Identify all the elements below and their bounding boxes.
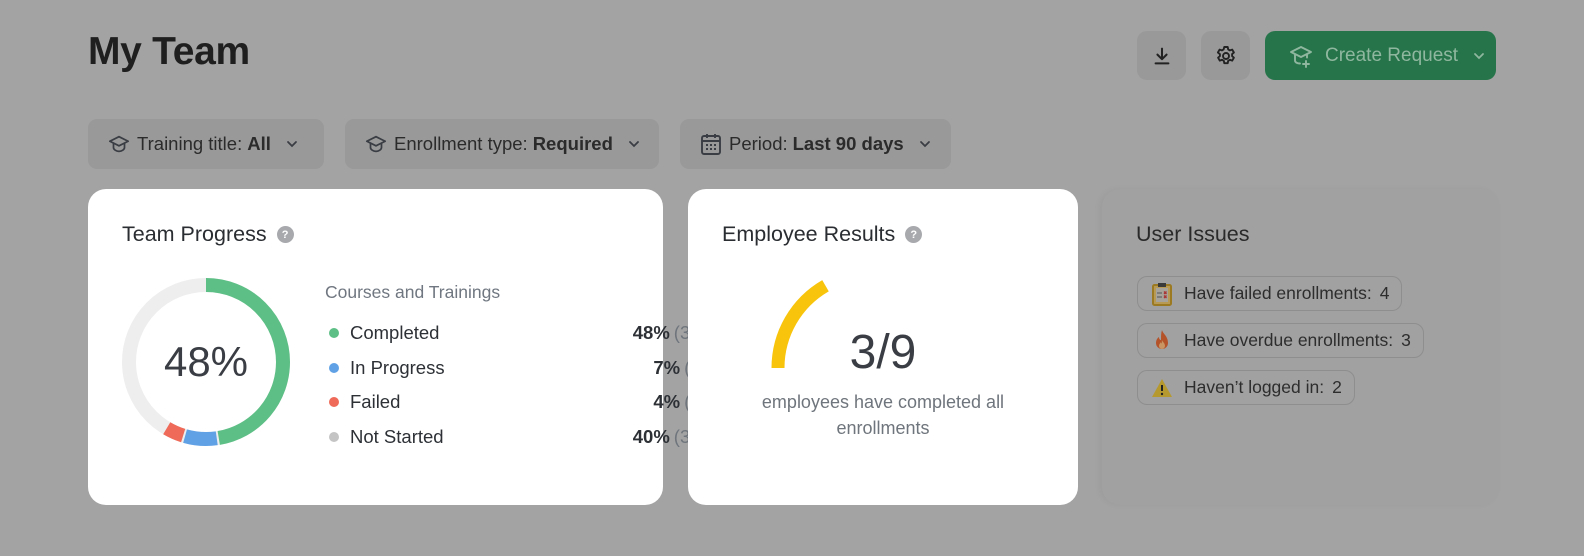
issue-label: Have failed enrollments:	[1184, 283, 1372, 303]
fire-icon	[1150, 329, 1174, 353]
employee-results-gauge	[771, 280, 829, 369]
failed-dot-icon	[329, 397, 339, 408]
download-button[interactable]	[1137, 31, 1186, 80]
help-icon[interactable]: ?	[905, 226, 923, 243]
chevron-down-icon	[918, 137, 932, 151]
chevron-down-icon	[627, 137, 641, 151]
issue-failed-enrollments[interactable]: Have failed enrollments: 4	[1137, 276, 1403, 311]
legend-item-not-started: Not Started 40% (301)	[329, 420, 717, 455]
legend-item-failed: Failed 4% (20)	[329, 385, 717, 420]
legend: Completed 48% (374) In Progress 7% (44) …	[329, 316, 717, 454]
card-title-text: Team Progress	[122, 222, 267, 246]
gauge-value: 3/9	[849, 326, 917, 379]
filter-training-title[interactable]: Training title: All	[88, 119, 324, 169]
legend-pct: 40%	[632, 425, 670, 447]
issue-label: Haven’t logged in:	[1184, 377, 1325, 397]
legend-label: Not Started	[350, 425, 444, 447]
calendar-icon	[700, 132, 722, 156]
gear-icon	[1214, 44, 1238, 68]
graduation-cap-icon	[365, 133, 387, 155]
issue-count: 4	[1379, 283, 1390, 303]
not-started-dot-icon	[329, 431, 339, 442]
filter-label: Enrollment type:	[394, 133, 528, 154]
filter-value: Last 90 days	[792, 133, 904, 154]
chevron-down-icon	[1472, 49, 1486, 63]
create-request-button[interactable]: Create Request	[1265, 31, 1496, 80]
employee-results-card: Employee Results ? 3/9 employees have co…	[688, 189, 1078, 505]
issues-list: Have failed enrollments: 4 Have overdue …	[1137, 276, 1424, 417]
help-icon[interactable]: ?	[276, 226, 294, 243]
in-progress-dot-icon	[329, 362, 339, 373]
filter-period[interactable]: Period: Last 90 days	[680, 119, 951, 169]
filter-value: Required	[532, 133, 613, 154]
legend-pct: 7%	[653, 356, 681, 378]
download-icon	[1151, 45, 1173, 67]
filter-enrollment-type[interactable]: Enrollment type: Required	[345, 119, 659, 169]
user-issues-card: User Issues Have failed enrollments: 4	[1102, 189, 1500, 505]
warning-icon	[1150, 376, 1174, 400]
gauge-caption: employees have completed all enrollments	[761, 392, 1005, 438]
card-title-text: User Issues	[1136, 222, 1250, 246]
chevron-down-icon	[285, 137, 299, 151]
team-progress-title: Team Progress ?	[122, 222, 294, 247]
legend-label: In Progress	[350, 356, 445, 378]
issue-count: 2	[1332, 377, 1342, 397]
completed-dot-icon	[329, 328, 339, 339]
filter-label: Training title:	[137, 133, 243, 154]
card-title-text: Employee Results	[722, 222, 896, 246]
employee-results-title: Employee Results ?	[722, 222, 923, 247]
issue-overdue-enrollments[interactable]: Have overdue enrollments: 3	[1137, 323, 1424, 358]
issue-count: 3	[1401, 330, 1411, 350]
legend-pct: 4%	[653, 391, 681, 413]
create-request-label: Create Request	[1325, 44, 1459, 66]
page-title: My Team	[88, 30, 250, 73]
user-issues-title: User Issues	[1136, 222, 1250, 247]
legend-label: Completed	[350, 322, 440, 344]
donut-center-value: 48%	[163, 338, 249, 385]
issue-label: Have overdue enrollments:	[1184, 330, 1394, 350]
legend-label: Failed	[350, 391, 401, 413]
settings-button[interactable]	[1201, 31, 1250, 80]
issue-not-logged-in[interactable]: Haven’t logged in: 2	[1137, 370, 1355, 405]
team-progress-donut-chart	[122, 278, 290, 446]
legend-item-completed: Completed 48% (374)	[329, 316, 717, 351]
filter-label: Period:	[729, 133, 788, 154]
legend-pct: 48%	[632, 322, 670, 344]
team-progress-card: Team Progress ? 48% Courses and Training…	[88, 189, 717, 505]
legend-title: Courses and Trainings	[325, 282, 501, 302]
graduation-cap-icon	[108, 133, 130, 155]
graduation-cap-plus-icon	[1289, 44, 1315, 68]
legend-item-in-progress: In Progress 7% (44)	[329, 351, 717, 386]
failed-clipboard-icon	[1150, 282, 1174, 306]
filter-value: All	[247, 133, 271, 154]
